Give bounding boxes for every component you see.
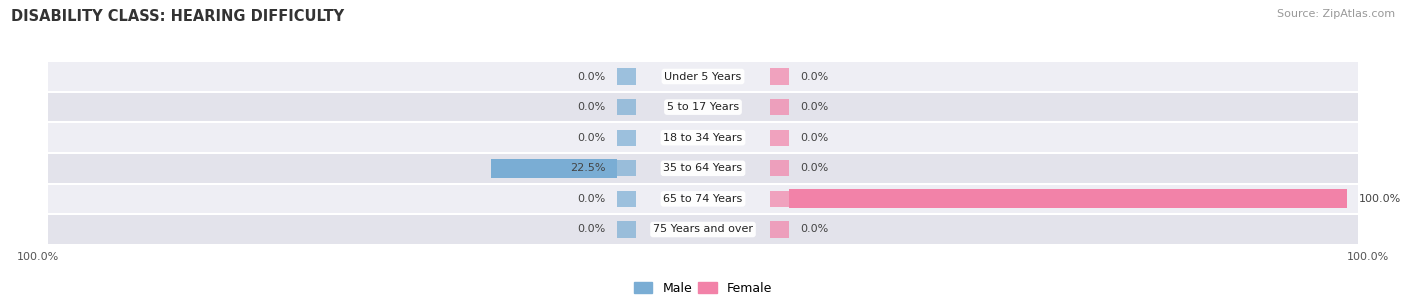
Bar — [770, 222, 789, 237]
Text: 65 to 74 Years: 65 to 74 Years — [664, 194, 742, 204]
Bar — [770, 130, 789, 146]
Text: 22.5%: 22.5% — [569, 163, 606, 173]
Text: 0.0%: 0.0% — [576, 72, 606, 81]
Bar — [770, 99, 789, 115]
Legend: Male, Female: Male, Female — [628, 277, 778, 300]
Text: 0.0%: 0.0% — [800, 72, 830, 81]
Bar — [491, 159, 617, 178]
Text: 0.0%: 0.0% — [800, 225, 830, 234]
Text: 18 to 34 Years: 18 to 34 Years — [664, 133, 742, 143]
Bar — [617, 191, 636, 207]
Bar — [48, 123, 1358, 152]
Text: 0.0%: 0.0% — [576, 133, 606, 143]
Bar — [48, 185, 1358, 213]
Text: 100.0%: 100.0% — [1358, 194, 1400, 204]
Bar — [617, 99, 636, 115]
Text: 0.0%: 0.0% — [576, 225, 606, 234]
Bar — [617, 222, 636, 237]
Text: 100.0%: 100.0% — [1347, 252, 1389, 262]
Text: DISABILITY CLASS: HEARING DIFFICULTY: DISABILITY CLASS: HEARING DIFFICULTY — [11, 9, 344, 24]
Bar — [48, 154, 1358, 183]
Text: 100.0%: 100.0% — [17, 252, 59, 262]
Bar — [48, 93, 1358, 121]
Bar — [770, 69, 789, 84]
Text: 0.0%: 0.0% — [576, 102, 606, 112]
Text: 0.0%: 0.0% — [576, 194, 606, 204]
Text: 0.0%: 0.0% — [800, 102, 830, 112]
Bar — [617, 69, 636, 84]
Bar — [770, 191, 789, 207]
Bar — [617, 160, 636, 176]
Text: 35 to 64 Years: 35 to 64 Years — [664, 163, 742, 173]
Bar — [617, 130, 636, 146]
Text: 5 to 17 Years: 5 to 17 Years — [666, 102, 740, 112]
Bar — [789, 189, 1347, 208]
Text: Source: ZipAtlas.com: Source: ZipAtlas.com — [1277, 9, 1395, 19]
Bar — [48, 215, 1358, 244]
Text: 75 Years and over: 75 Years and over — [652, 225, 754, 234]
Text: 0.0%: 0.0% — [800, 133, 830, 143]
Text: 0.0%: 0.0% — [800, 163, 830, 173]
Text: Under 5 Years: Under 5 Years — [665, 72, 741, 81]
Bar — [770, 160, 789, 176]
Bar — [48, 62, 1358, 91]
